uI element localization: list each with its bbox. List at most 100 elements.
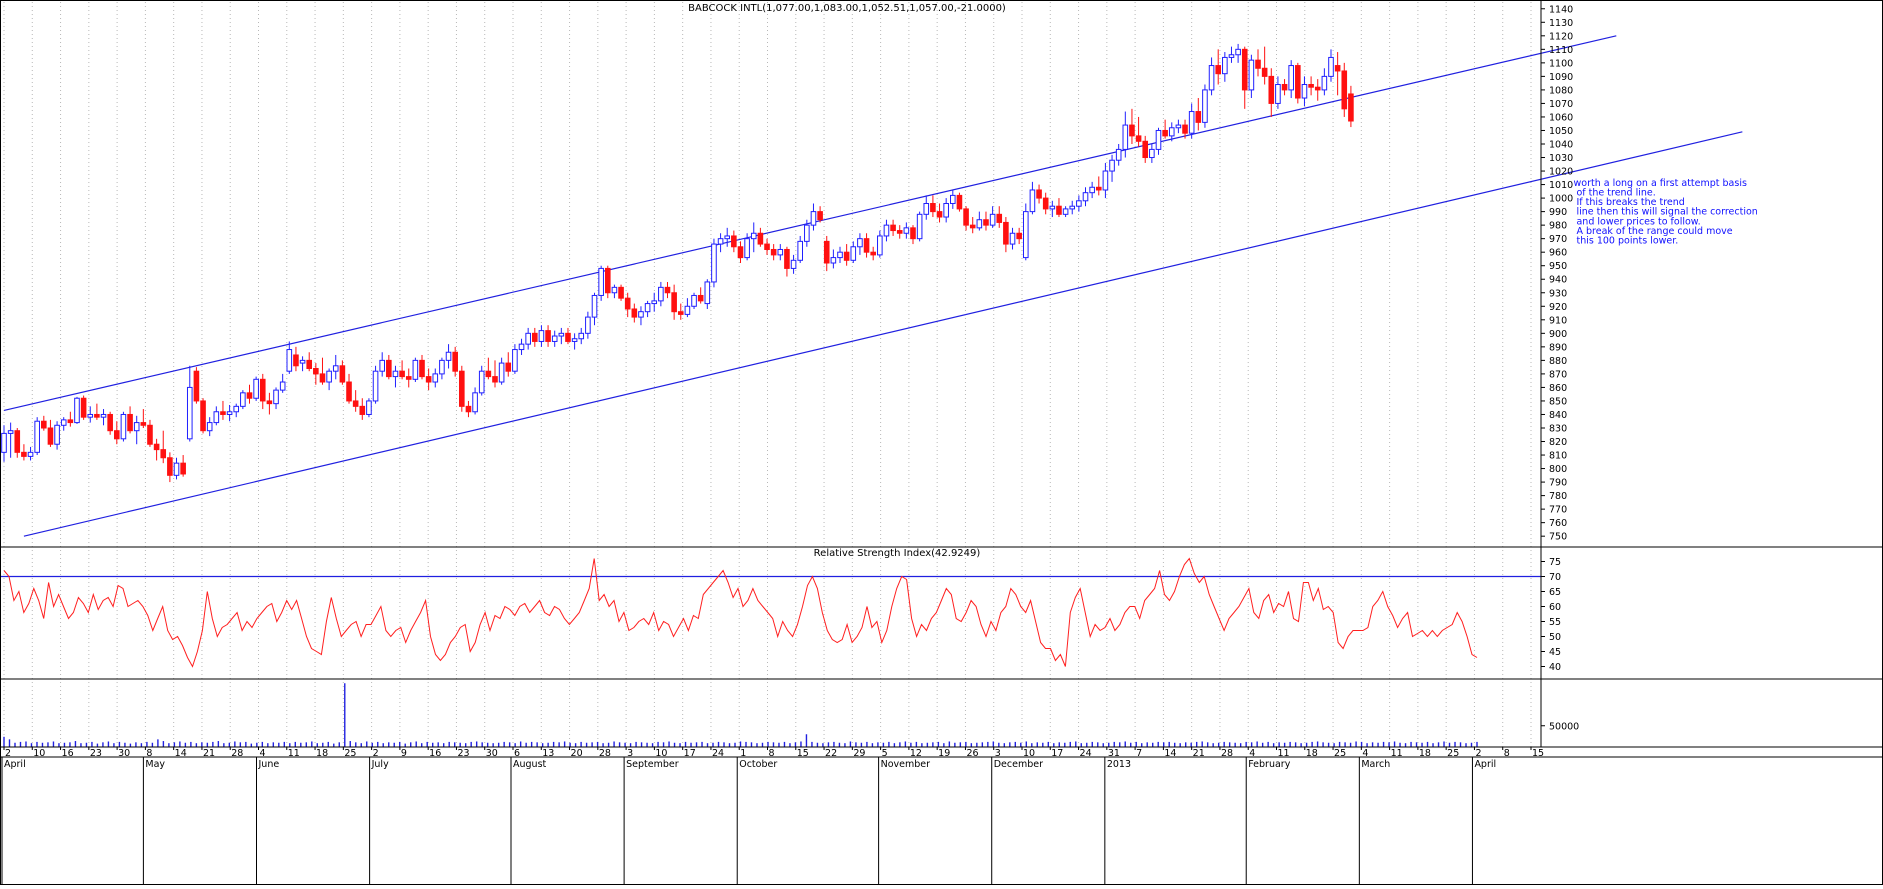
candle-body bbox=[220, 411, 226, 415]
x-day-label: 28 bbox=[1221, 748, 1233, 759]
candle-body bbox=[1222, 56, 1228, 75]
volume-y-tick-label: 50000 bbox=[1549, 721, 1579, 732]
candle-body bbox=[127, 413, 133, 432]
candle-body bbox=[1255, 59, 1261, 69]
candle-body bbox=[1115, 148, 1122, 161]
candle-body bbox=[87, 413, 94, 418]
candle-body bbox=[233, 405, 240, 413]
grid-layer bbox=[3, 2, 1532, 747]
y-tick-label: 1070 bbox=[1549, 99, 1573, 110]
y-tick-label: 1130 bbox=[1549, 18, 1573, 29]
x-day-label: 21 bbox=[203, 748, 215, 759]
x-month-label: September bbox=[626, 759, 679, 770]
x-month-label: July bbox=[371, 759, 389, 770]
candle-body bbox=[711, 243, 717, 283]
candle-body bbox=[1308, 83, 1314, 88]
candle-body bbox=[857, 238, 863, 248]
candle-body bbox=[890, 224, 896, 232]
y-tick-label: 870 bbox=[1549, 369, 1567, 380]
candle-body bbox=[784, 248, 790, 269]
y-tick-label: 760 bbox=[1549, 518, 1567, 529]
candle-body bbox=[1016, 232, 1022, 240]
rsi-chart-title: Relative Strength Index(42.9249) bbox=[814, 548, 981, 559]
y-tick-label: 1030 bbox=[1549, 153, 1573, 164]
rsi-y-tick-label: 50 bbox=[1549, 632, 1561, 643]
candle-body bbox=[1003, 221, 1009, 245]
candle-body bbox=[1341, 70, 1348, 110]
candle-body bbox=[1155, 129, 1162, 150]
candle-body bbox=[578, 332, 585, 340]
candle-body bbox=[133, 422, 140, 432]
candle-body bbox=[1268, 75, 1275, 104]
candle-body bbox=[319, 373, 326, 383]
y-tick-label: 1100 bbox=[1549, 58, 1573, 69]
candle-body bbox=[558, 332, 565, 337]
candle-body bbox=[147, 424, 153, 445]
x-day-label: 4 bbox=[260, 748, 266, 759]
candle-body bbox=[1, 432, 7, 453]
y-tick-label: 780 bbox=[1549, 491, 1567, 502]
x-day-label: 18 bbox=[316, 748, 328, 759]
rsi-y-tick-label: 70 bbox=[1549, 572, 1561, 583]
candle-body bbox=[1175, 124, 1182, 129]
y-tick-label: 960 bbox=[1549, 248, 1567, 259]
candle-body bbox=[1334, 65, 1341, 72]
x-day-label: 25 bbox=[1447, 748, 1459, 759]
candle-body bbox=[571, 338, 578, 342]
candle-body bbox=[1069, 205, 1076, 210]
x-day-label: 15 bbox=[1532, 748, 1544, 759]
y-tick-label: 1040 bbox=[1549, 139, 1573, 150]
candle-body bbox=[60, 419, 67, 426]
candle-body bbox=[638, 311, 644, 318]
candle-body bbox=[1135, 135, 1142, 142]
x-day-label: 28 bbox=[599, 748, 611, 759]
candle-body bbox=[366, 400, 372, 415]
candle-body bbox=[1295, 65, 1301, 99]
candle-body bbox=[160, 449, 167, 459]
x-day-label: 26 bbox=[966, 748, 978, 759]
x-day-label: 10 bbox=[33, 748, 45, 759]
x-day-label: 9 bbox=[401, 748, 407, 759]
candle-body bbox=[810, 211, 817, 226]
candle-body bbox=[983, 219, 989, 226]
candle-body bbox=[180, 462, 186, 475]
x-month-label: 2013 bbox=[1107, 759, 1131, 770]
y-tick-label: 1060 bbox=[1549, 112, 1573, 123]
x-day-label: 5 bbox=[882, 748, 888, 759]
rsi-y-tick-label: 55 bbox=[1549, 617, 1561, 628]
candle-body bbox=[1082, 192, 1089, 202]
price-chart-title: BABCOCK INTL(1,077.00,1,083.00,1,052.51,… bbox=[688, 3, 1006, 14]
candle-body bbox=[452, 351, 458, 372]
x-day-label: 8 bbox=[146, 748, 152, 759]
candle-body bbox=[1182, 124, 1188, 134]
candle-body bbox=[74, 397, 80, 424]
candle-body bbox=[737, 246, 744, 259]
candle-body bbox=[332, 365, 339, 372]
candle-body bbox=[677, 311, 684, 315]
candle-body bbox=[624, 297, 631, 310]
candle-body bbox=[1195, 111, 1202, 123]
y-tick-label: 940 bbox=[1549, 275, 1567, 286]
candle-body bbox=[273, 389, 279, 405]
candle-body bbox=[565, 332, 571, 342]
x-day-label: 18 bbox=[1419, 748, 1431, 759]
candle-body bbox=[731, 235, 737, 248]
candle-body bbox=[532, 332, 538, 342]
x-month-label: October bbox=[739, 759, 777, 770]
candle-body bbox=[956, 194, 963, 210]
candle-body bbox=[1215, 65, 1222, 75]
candle-body bbox=[518, 343, 525, 351]
candle-body bbox=[186, 386, 193, 440]
y-tick-label: 950 bbox=[1549, 261, 1567, 272]
candle-body bbox=[392, 370, 399, 378]
x-day-label: 24 bbox=[1080, 748, 1092, 759]
x-day-label: 4 bbox=[1362, 748, 1368, 759]
x-day-label: 2 bbox=[1475, 748, 1481, 759]
candle-body bbox=[1142, 140, 1149, 159]
candle-body bbox=[1301, 83, 1308, 99]
x-month-label: February bbox=[1248, 759, 1290, 770]
candle-body bbox=[790, 259, 797, 269]
x-day-label: 14 bbox=[1164, 748, 1176, 759]
x-month-label: December bbox=[994, 759, 1043, 770]
candle-body bbox=[21, 451, 27, 457]
